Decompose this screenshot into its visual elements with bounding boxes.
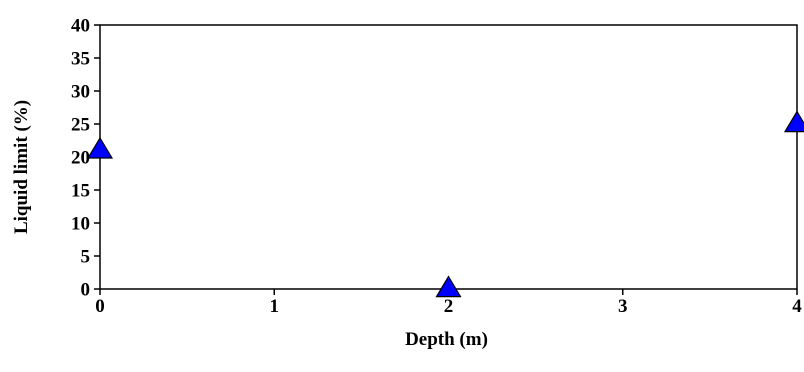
- y-tick-label: 35: [71, 49, 90, 70]
- data-point-triangle: [86, 136, 114, 159]
- y-tick-label: 15: [71, 181, 90, 202]
- data-point-triangle: [783, 110, 804, 133]
- data-series: [86, 110, 804, 298]
- y-tick-label: 30: [71, 82, 90, 103]
- y-tick-label: 5: [81, 247, 91, 268]
- x-tick-label: 2: [444, 296, 454, 317]
- x-tick-label: 1: [270, 296, 280, 317]
- y-axis: 0 5 10 15 20 25 30 35 40: [71, 16, 100, 301]
- x-tick-label: 3: [618, 296, 628, 317]
- y-tick-label: 20: [71, 148, 90, 169]
- y-tick-label: 0: [81, 280, 91, 301]
- plot-frame: [99, 24, 798, 290]
- y-axis-title: Liquid limit (%): [11, 100, 32, 234]
- x-tick-label: 4: [792, 296, 802, 317]
- data-point-triangle: [435, 275, 462, 298]
- y-tick-label: 25: [71, 115, 90, 136]
- plot-area: [99, 24, 798, 290]
- y-tick-label: 10: [71, 214, 90, 235]
- x-tick-label: 0: [95, 296, 105, 317]
- y-tick-label: 40: [71, 16, 90, 37]
- x-axis-title: Depth (m): [405, 329, 488, 350]
